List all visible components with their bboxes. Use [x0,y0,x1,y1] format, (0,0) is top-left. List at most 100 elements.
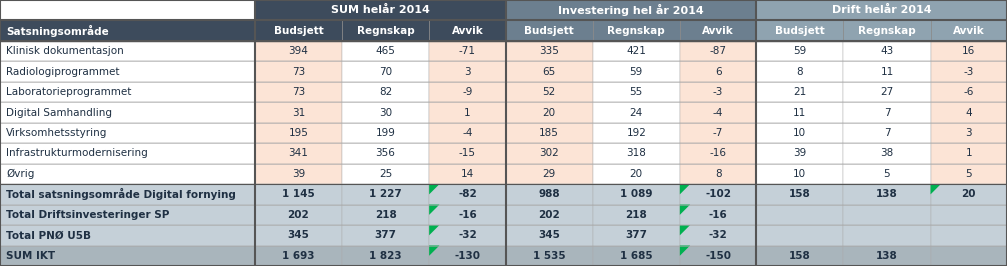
Polygon shape [429,246,439,256]
Text: 20: 20 [543,107,556,118]
Text: 59: 59 [794,46,807,56]
Text: Avvik: Avvik [451,26,483,36]
Text: Avvik: Avvik [953,26,985,36]
Polygon shape [680,246,690,256]
Text: 192: 192 [626,128,646,138]
Polygon shape [429,225,439,235]
Bar [930,123,1007,143]
Bar [429,246,506,266]
Text: 38: 38 [880,148,893,159]
Text: 356: 356 [376,148,396,159]
Bar [756,0,1007,20]
Text: Budsjett: Budsjett [274,26,323,36]
Text: -71: -71 [459,46,476,56]
Bar [342,82,429,102]
Text: 73: 73 [292,66,305,77]
Bar [506,225,593,246]
Text: 65: 65 [543,66,556,77]
Text: -7: -7 [713,128,723,138]
Text: Total PNØ U5B: Total PNØ U5B [6,230,91,240]
Text: 20: 20 [962,189,976,200]
Bar [930,164,1007,184]
Text: -32: -32 [458,230,476,240]
Bar [429,164,506,184]
Bar [593,205,680,225]
Bar [680,246,756,266]
Text: 39: 39 [794,148,807,159]
Text: 59: 59 [629,66,642,77]
Text: Øvrig: Øvrig [6,169,34,179]
Bar [255,20,342,41]
Polygon shape [680,225,690,235]
Bar [429,205,506,225]
Text: -15: -15 [459,148,476,159]
Bar [844,225,930,246]
Bar [680,225,756,246]
Bar [593,246,680,266]
Text: 218: 218 [375,210,397,220]
Bar [255,225,342,246]
Bar [342,246,429,266]
Bar [0,0,255,20]
Text: 14: 14 [461,169,474,179]
Bar [342,143,429,164]
Text: -16: -16 [710,148,727,159]
Text: 6: 6 [715,66,721,77]
Bar [680,102,756,123]
Text: 345: 345 [288,230,309,240]
Text: 10: 10 [794,169,807,179]
Bar [506,143,593,164]
Text: 52: 52 [543,87,556,97]
Bar [0,123,255,143]
Text: 394: 394 [289,46,308,56]
Text: -32: -32 [709,230,727,240]
Text: 82: 82 [379,87,392,97]
Text: Avvik: Avvik [702,26,734,36]
Text: 7: 7 [884,107,890,118]
Bar [342,225,429,246]
Text: -6: -6 [964,87,974,97]
Bar [0,143,255,164]
Bar [844,82,930,102]
Bar [0,102,255,123]
Text: Radiologiprogrammet: Radiologiprogrammet [6,66,120,77]
Text: 20: 20 [629,169,642,179]
Text: 39: 39 [292,169,305,179]
Text: Klinisk dokumentasjon: Klinisk dokumentasjon [6,46,124,56]
Text: 1 693: 1 693 [282,251,315,261]
Bar [844,246,930,266]
Text: Laboratorieprogrammet: Laboratorieprogrammet [6,87,132,97]
Bar [756,205,844,225]
Bar [255,164,342,184]
Text: 988: 988 [539,189,560,200]
Text: Total satsningsområde Digital fornying: Total satsningsområde Digital fornying [6,188,236,200]
Text: 3: 3 [464,66,470,77]
Text: 185: 185 [539,128,559,138]
Text: 5: 5 [966,169,972,179]
Text: 3: 3 [966,128,972,138]
Bar [506,205,593,225]
Bar [930,205,1007,225]
Bar [593,164,680,184]
Text: 8: 8 [797,66,804,77]
Bar [506,41,593,61]
Text: 43: 43 [880,46,893,56]
Bar [342,164,429,184]
Bar [844,184,930,205]
Bar [506,123,593,143]
Bar [680,164,756,184]
Bar [680,20,756,41]
Bar [844,143,930,164]
Text: 11: 11 [794,107,807,118]
Bar [429,225,506,246]
Polygon shape [680,184,690,194]
Bar [593,61,680,82]
Bar [844,61,930,82]
Text: Budsjett: Budsjett [525,26,574,36]
Bar [593,184,680,205]
Text: 1: 1 [464,107,470,118]
Bar [429,61,506,82]
Bar [756,20,844,41]
Text: -9: -9 [462,87,472,97]
Bar [506,102,593,123]
